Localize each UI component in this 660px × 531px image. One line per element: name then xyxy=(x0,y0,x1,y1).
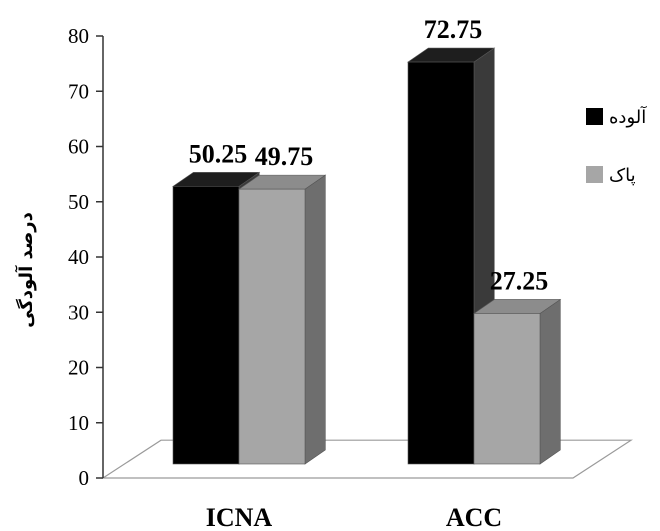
category-label: ACC xyxy=(446,503,502,531)
legend-item: آلوده xyxy=(586,105,647,128)
y-tick-label: 10 xyxy=(68,411,89,435)
y-tick-label: 30 xyxy=(68,300,89,324)
category-label: ICNA xyxy=(206,503,273,531)
bar xyxy=(238,174,327,465)
legend-swatch xyxy=(586,166,603,183)
y-tick-label: 60 xyxy=(68,135,89,159)
data-label: 72.75 xyxy=(424,15,483,44)
bar xyxy=(473,298,562,465)
y-axis-label: درصد آلودگی xyxy=(14,212,37,328)
y-tick-label: 0 xyxy=(79,466,90,490)
y-axis: 0 10 20 30 40 50 60 70 80 xyxy=(68,24,104,490)
bar-front xyxy=(473,313,541,465)
bar-front xyxy=(407,61,475,465)
legend-swatch xyxy=(586,108,603,125)
y-tick-label: 50 xyxy=(68,190,89,214)
category-labels: ICNA ACC xyxy=(206,503,502,531)
bar-side xyxy=(304,174,326,465)
legend-label: پاک xyxy=(609,165,636,186)
y-tick-label: 70 xyxy=(68,79,89,103)
data-label: 49.75 xyxy=(255,142,314,171)
legend: آلوده پاک xyxy=(586,105,647,186)
data-label: 50.25 xyxy=(189,139,248,168)
bar-front xyxy=(172,186,240,465)
y-tick-label: 40 xyxy=(68,245,89,269)
y-tick-label: 80 xyxy=(68,24,89,48)
data-labels: 50.25 49.75 72.75 27.25 xyxy=(189,15,549,295)
bar-side xyxy=(539,298,561,465)
legend-label: آلوده xyxy=(609,105,647,128)
y-tick-label: 20 xyxy=(68,356,89,380)
bar-front xyxy=(238,188,306,465)
data-label: 27.25 xyxy=(490,266,549,295)
legend-item: پاک xyxy=(586,165,636,186)
bars xyxy=(172,47,562,465)
